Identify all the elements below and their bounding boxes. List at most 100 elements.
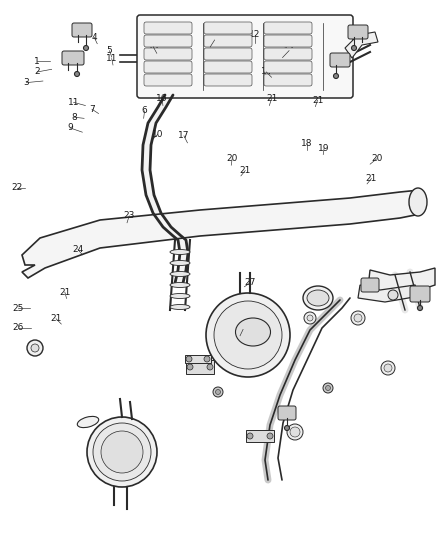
- FancyBboxPatch shape: [330, 53, 350, 67]
- Circle shape: [247, 433, 253, 439]
- Text: 20: 20: [226, 155, 238, 163]
- Circle shape: [187, 364, 193, 370]
- Circle shape: [333, 74, 339, 78]
- Circle shape: [354, 314, 362, 322]
- FancyBboxPatch shape: [144, 61, 192, 73]
- Circle shape: [381, 361, 395, 375]
- Ellipse shape: [170, 271, 190, 277]
- Circle shape: [87, 417, 157, 487]
- Circle shape: [287, 424, 303, 440]
- Text: 19: 19: [318, 144, 330, 152]
- FancyBboxPatch shape: [204, 35, 252, 47]
- Circle shape: [74, 71, 80, 77]
- Circle shape: [388, 290, 398, 300]
- Ellipse shape: [170, 249, 190, 254]
- Text: 27: 27: [245, 278, 256, 287]
- Circle shape: [204, 356, 210, 362]
- Circle shape: [351, 311, 365, 325]
- Text: 21: 21: [312, 96, 323, 104]
- Polygon shape: [185, 355, 211, 363]
- Text: 17: 17: [178, 132, 190, 140]
- Circle shape: [285, 425, 290, 431]
- FancyBboxPatch shape: [204, 74, 252, 86]
- Circle shape: [101, 431, 143, 473]
- FancyBboxPatch shape: [348, 25, 368, 39]
- FancyBboxPatch shape: [62, 51, 84, 65]
- Text: 12: 12: [249, 30, 261, 39]
- Circle shape: [213, 387, 223, 397]
- FancyBboxPatch shape: [264, 48, 312, 60]
- FancyBboxPatch shape: [204, 48, 252, 60]
- Polygon shape: [22, 190, 420, 278]
- Circle shape: [384, 364, 392, 372]
- Text: 26: 26: [13, 324, 24, 332]
- Text: 13: 13: [283, 46, 295, 55]
- Circle shape: [215, 390, 220, 394]
- Text: 1: 1: [34, 57, 40, 66]
- Circle shape: [352, 45, 357, 51]
- Circle shape: [417, 305, 423, 311]
- Ellipse shape: [236, 318, 271, 346]
- Text: 10: 10: [152, 130, 163, 139]
- Circle shape: [27, 340, 43, 356]
- Circle shape: [323, 383, 333, 393]
- FancyBboxPatch shape: [264, 61, 312, 73]
- Text: 21: 21: [59, 288, 71, 296]
- FancyBboxPatch shape: [144, 35, 192, 47]
- Circle shape: [307, 315, 313, 321]
- Text: 8: 8: [71, 113, 78, 122]
- Text: 21: 21: [366, 174, 377, 183]
- Text: 9: 9: [67, 124, 73, 132]
- Polygon shape: [345, 32, 378, 58]
- Text: 5: 5: [106, 46, 113, 55]
- Circle shape: [325, 385, 331, 391]
- Ellipse shape: [170, 261, 190, 265]
- Circle shape: [84, 45, 88, 51]
- Text: 7: 7: [89, 105, 95, 114]
- Text: 14: 14: [261, 68, 272, 76]
- Ellipse shape: [77, 416, 99, 427]
- FancyBboxPatch shape: [144, 74, 192, 86]
- Text: 21: 21: [266, 94, 277, 103]
- Polygon shape: [368, 268, 435, 293]
- Text: 16: 16: [156, 94, 168, 103]
- Ellipse shape: [303, 286, 333, 310]
- FancyBboxPatch shape: [410, 286, 430, 302]
- FancyBboxPatch shape: [264, 35, 312, 47]
- Ellipse shape: [170, 282, 190, 287]
- FancyBboxPatch shape: [264, 74, 312, 86]
- Text: 6: 6: [141, 107, 148, 115]
- Circle shape: [290, 427, 300, 437]
- Polygon shape: [246, 430, 274, 442]
- Text: 28: 28: [237, 325, 249, 334]
- Ellipse shape: [307, 290, 329, 306]
- Ellipse shape: [170, 304, 190, 310]
- Text: 15: 15: [209, 36, 220, 44]
- Circle shape: [31, 344, 39, 352]
- Text: 15: 15: [148, 43, 159, 51]
- Text: 18: 18: [301, 140, 312, 148]
- Text: 3: 3: [23, 78, 29, 87]
- Ellipse shape: [170, 294, 190, 298]
- FancyBboxPatch shape: [137, 15, 353, 98]
- Text: 21: 21: [50, 314, 62, 323]
- Text: 11: 11: [68, 98, 79, 107]
- Circle shape: [186, 356, 192, 362]
- Polygon shape: [358, 285, 420, 302]
- Ellipse shape: [409, 188, 427, 216]
- Text: 23: 23: [124, 212, 135, 220]
- Text: 4: 4: [92, 33, 97, 42]
- Circle shape: [214, 301, 282, 369]
- Text: 11: 11: [106, 54, 117, 63]
- Text: 21: 21: [240, 166, 251, 175]
- FancyBboxPatch shape: [72, 23, 92, 37]
- FancyBboxPatch shape: [204, 22, 252, 34]
- Circle shape: [267, 433, 273, 439]
- Circle shape: [93, 423, 151, 481]
- Text: 22: 22: [11, 183, 22, 192]
- FancyBboxPatch shape: [361, 278, 379, 292]
- Circle shape: [304, 312, 316, 324]
- Text: 24: 24: [72, 245, 84, 254]
- Text: 25: 25: [13, 304, 24, 312]
- Circle shape: [206, 293, 290, 377]
